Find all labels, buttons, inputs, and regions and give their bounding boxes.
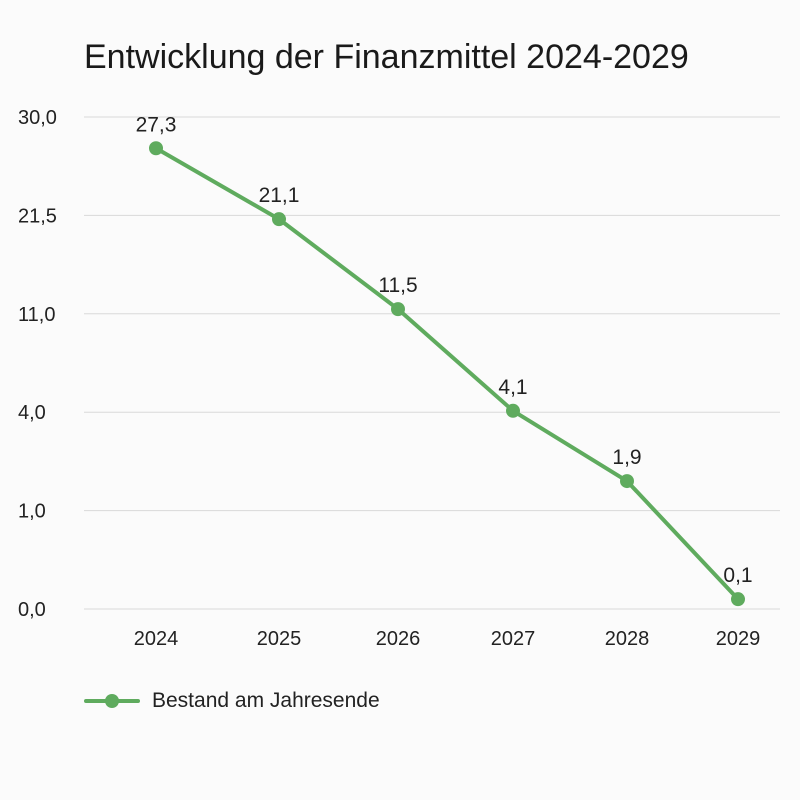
x-tick-label: 2026 [376, 628, 421, 650]
data-point [506, 403, 520, 418]
y-tick-label: 1,0 [18, 501, 46, 523]
data-label: 4,1 [498, 376, 527, 399]
y-tick-label: 11,0 [18, 304, 55, 326]
y-tick-label: 0,0 [18, 599, 46, 621]
data-label: 0,1 [723, 564, 752, 587]
y-tick-label: 30,0 [18, 107, 57, 129]
legend: Bestand am Jahresende [84, 684, 380, 718]
x-tick-label: 2024 [134, 628, 179, 650]
data-point [731, 592, 745, 607]
legend-label: Bestand am Jahresende [152, 689, 380, 712]
data-point [272, 212, 286, 227]
data-label: 1,9 [612, 446, 641, 469]
y-axis-ticks: 30,0 21,5 11,0 4,0 1,0 0,0 [18, 107, 57, 621]
x-tick-label: 2027 [491, 628, 536, 650]
y-tick-label: 4,0 [18, 402, 46, 424]
data-labels: 27,3 21,1 11,5 4,1 1,9 0,1 [136, 113, 753, 587]
chart-title: Entwicklung der Finanzmittel 2024-2029 [84, 38, 689, 76]
x-tick-label: 2029 [716, 628, 761, 650]
x-tick-label: 2025 [257, 628, 302, 650]
x-axis-ticks: 2024 2025 2026 2027 2028 2029 [134, 628, 761, 650]
data-label: 11,5 [378, 274, 417, 297]
data-point [149, 141, 163, 156]
data-label: 27,3 [136, 113, 177, 136]
data-point [620, 474, 634, 489]
legend-marker [84, 684, 140, 718]
gridlines [84, 116, 780, 610]
series-bestand [149, 141, 745, 607]
y-tick-label: 21,5 [18, 205, 57, 227]
data-point [391, 302, 405, 317]
x-tick-label: 2028 [605, 628, 650, 650]
data-label: 21,1 [259, 184, 300, 207]
series-line [154, 146, 740, 602]
